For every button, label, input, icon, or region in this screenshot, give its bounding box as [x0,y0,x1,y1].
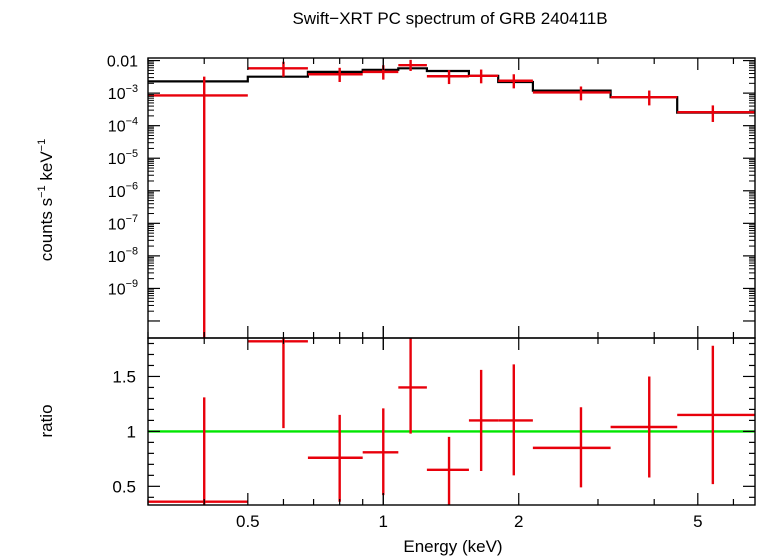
spectrum-point-7 [468,69,499,84]
ratio-point-9 [532,407,611,488]
y-tick-label-top: 10−6 [108,181,138,201]
ratio-point-11 [677,345,755,485]
x-tick-label: 2 [514,512,523,531]
spectrum-point-4 [362,65,399,80]
spectrum-point-6 [426,70,469,85]
spectrum-point-5 [398,59,427,71]
frame-layer [147,57,756,506]
spectrum-point-1 [148,76,248,338]
ratio-point-3 [307,414,363,502]
spectrum-point-2 [247,61,308,77]
spectrum-point-9 [532,86,611,101]
counts-axis-label: counts s−1 keV−1 [36,139,56,261]
y-tick-label-top: 10−7 [108,213,138,233]
text-layer: 0.5 1 2 5 0.01 10−3 10−4 10−5 10−6 10−7 10−8 10−9 0.… [36,9,703,556]
ratio-point-7 [468,369,499,471]
y-tick-label-bottom: 1 [127,422,136,441]
chart-title: Swift−XRT PC spectrum of GRB 240411B [292,9,607,28]
y-tick-label-bottom: 0.5 [112,477,136,496]
y-tick-label-bottom: 1.5 [112,367,136,386]
ratio-axis-label: ratio [37,404,56,437]
ratio-point-1 [148,397,248,505]
x-tick-label: 1 [379,512,388,531]
model-layer [148,67,755,114]
ratio-point-2 [247,338,308,429]
ratio-point-8 [498,364,533,476]
spectrum-point-3 [307,67,363,82]
model-step-line [148,67,755,114]
y-tick-label-top: 0.01 [107,54,138,71]
y-tick-label-top: 10−3 [108,83,138,103]
spectrum-point-10 [610,90,678,106]
y-tick-label-top: 10−5 [108,148,138,168]
data-layer [148,59,755,505]
y-tick-label-top: 10−4 [108,115,138,135]
ratio-point-6 [426,436,469,505]
ratio-point-10 [610,376,678,478]
spectrum-panel-frame [147,57,756,339]
spectrum-point-8 [498,74,533,89]
ratio-point-5 [398,338,427,434]
ratio-point-4 [362,408,399,496]
x-axis-label: Energy (keV) [403,537,502,556]
y-tick-label-top: 10−9 [108,278,138,298]
x-tick-label: 5 [693,512,702,531]
ratio-panel-frame [147,337,756,506]
spectrum-point-11 [677,105,755,122]
x-tick-label: 0.5 [236,512,260,531]
y-tick-label-top: 10−8 [108,246,138,266]
